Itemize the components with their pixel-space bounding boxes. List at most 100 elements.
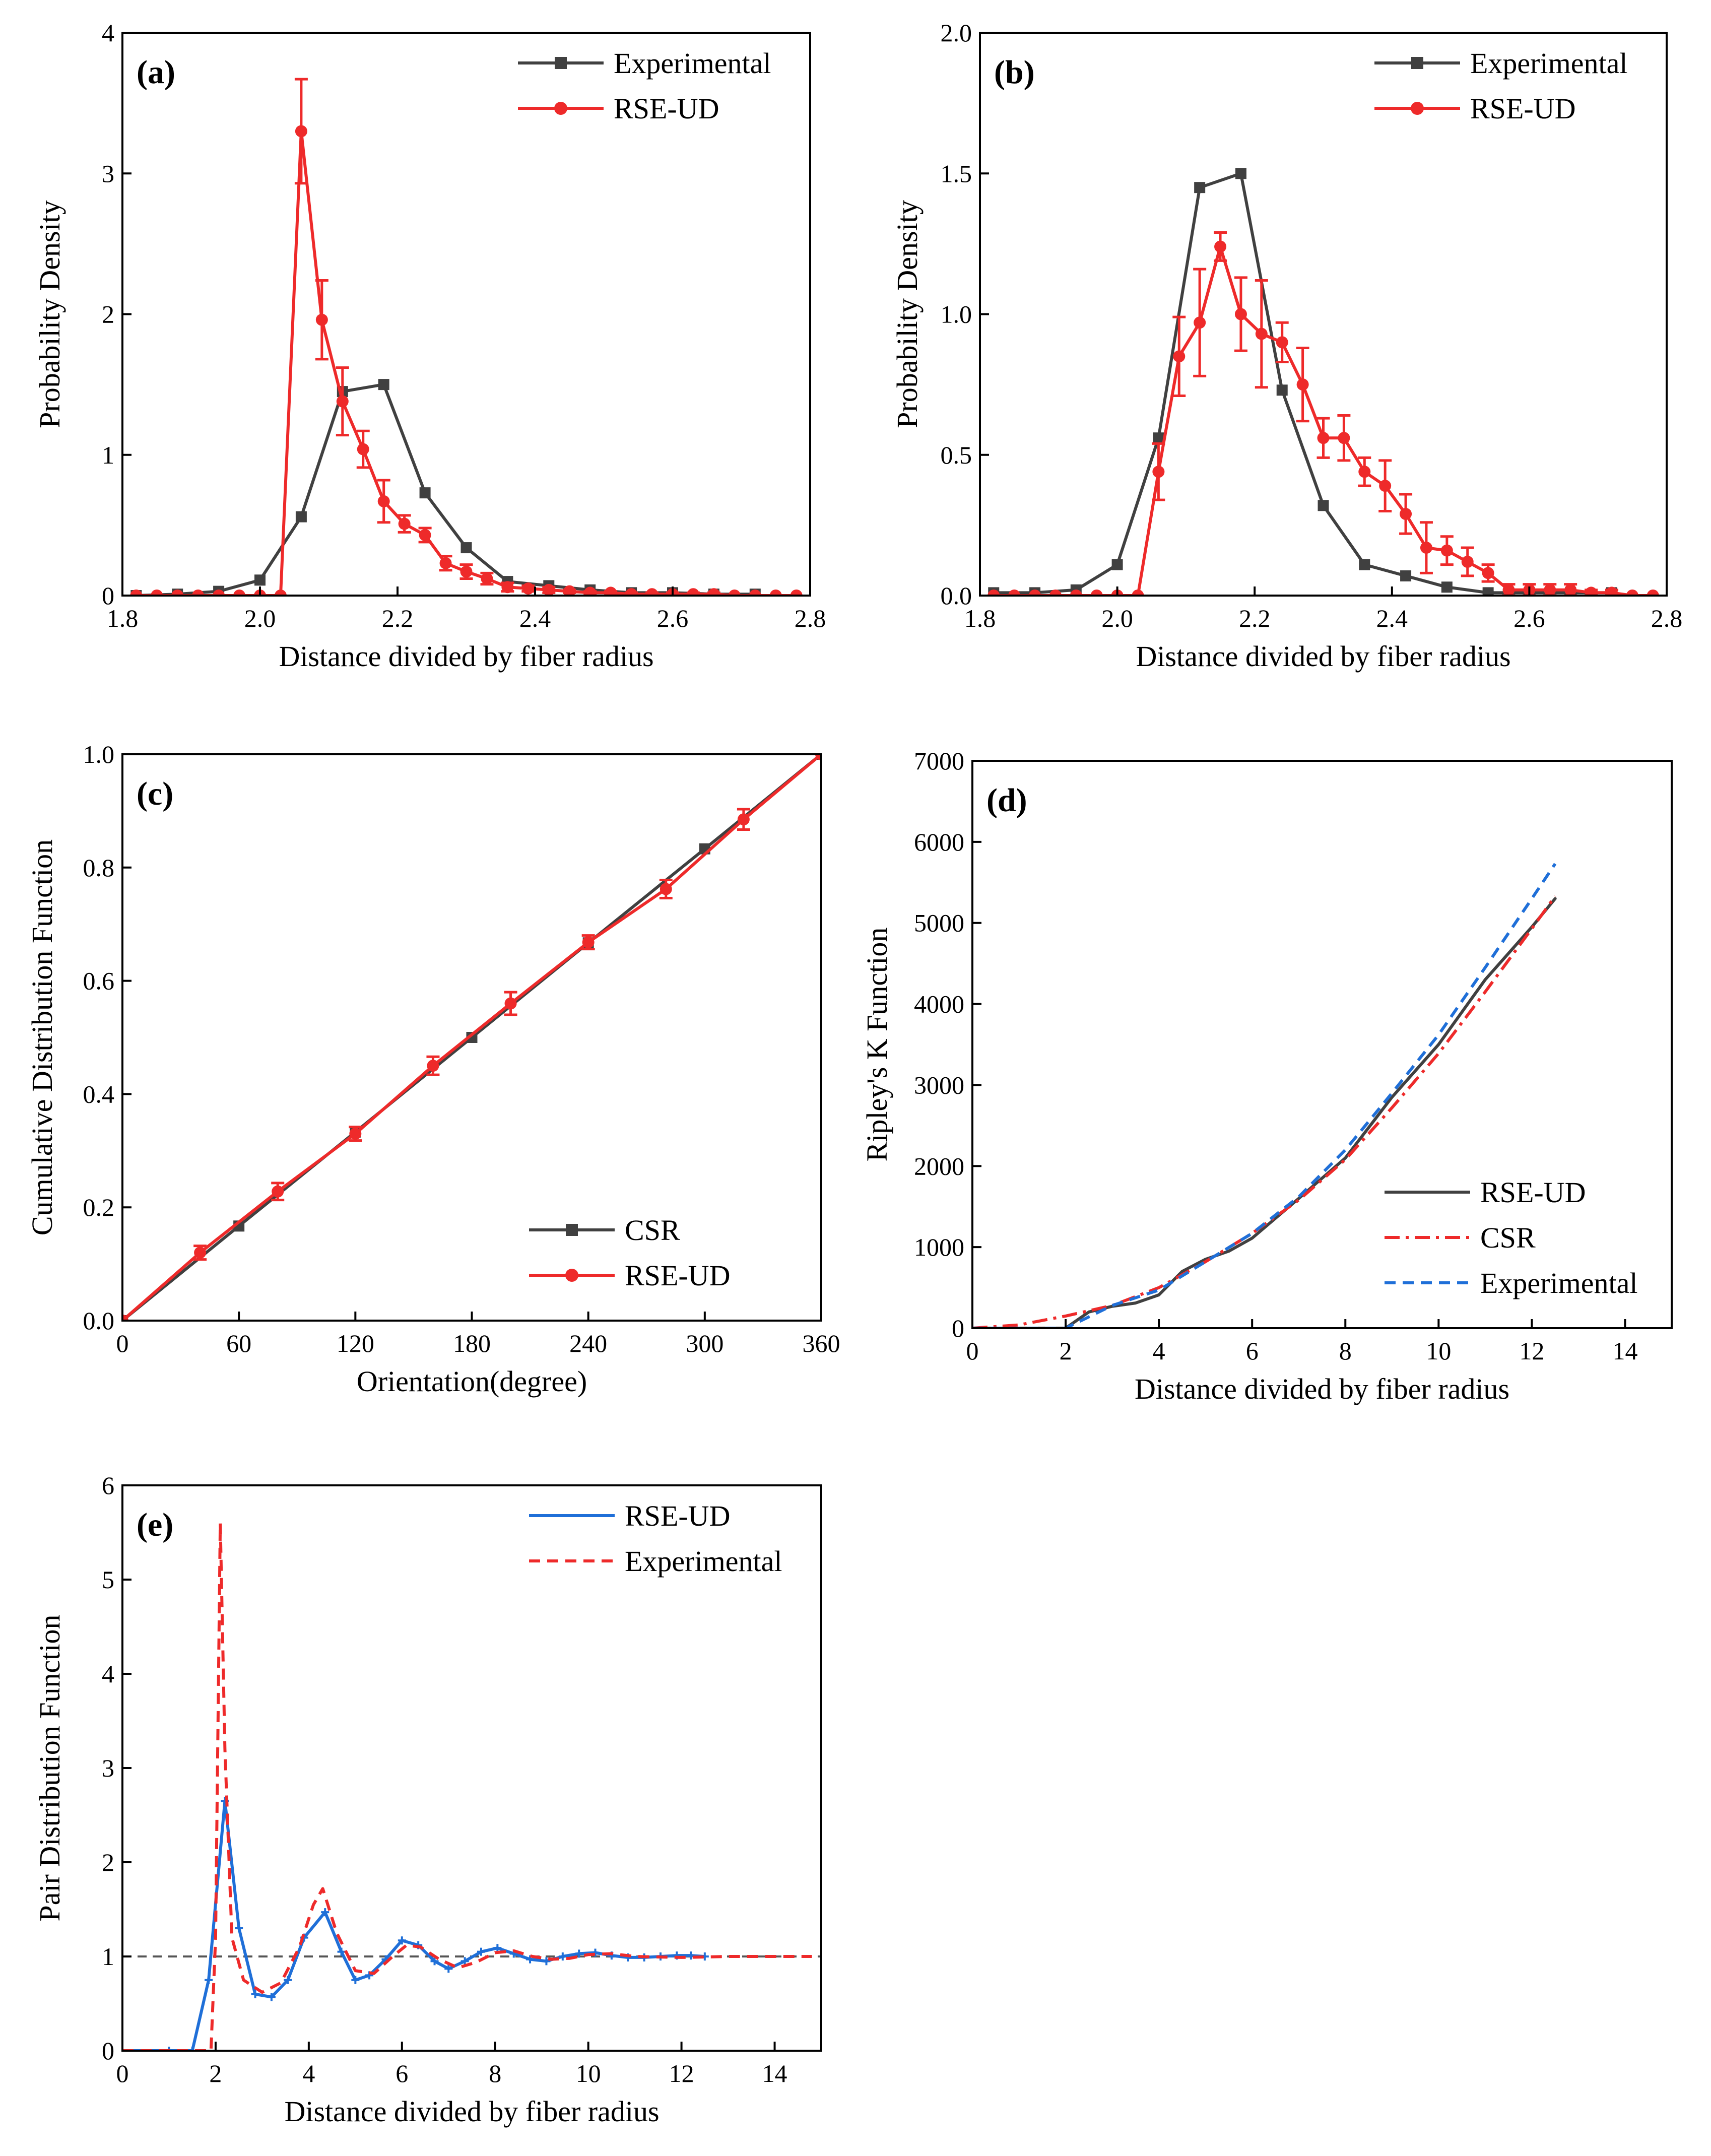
- x-tick-label: 12: [1519, 1337, 1544, 1365]
- data-point: [315, 313, 328, 326]
- series-group: [988, 168, 1659, 596]
- data-point: [1626, 590, 1638, 596]
- data-point: [1502, 583, 1515, 596]
- data-point: [1420, 542, 1432, 554]
- legend-label: RSE-UD: [625, 1259, 730, 1292]
- x-tick-label: 1.8: [107, 604, 139, 632]
- data-point: [1214, 240, 1227, 253]
- data-point: [790, 590, 803, 596]
- data-point: [295, 511, 307, 522]
- data-point: [1235, 168, 1246, 179]
- legend: CSR RSE-UD: [529, 1214, 730, 1292]
- data-point: [1400, 570, 1412, 581]
- data-point: [192, 590, 205, 596]
- y-tick-label: 4: [102, 1660, 114, 1688]
- data-point: [582, 936, 595, 949]
- x-tick-label: 10: [1426, 1337, 1451, 1365]
- x-tick-label: 180: [453, 1329, 491, 1357]
- data-point: [737, 813, 750, 826]
- data-point: [460, 565, 473, 578]
- data-point: [605, 586, 617, 596]
- data-point: [1647, 590, 1659, 596]
- legend-label: CSR: [1480, 1221, 1536, 1254]
- series-group: [122, 754, 821, 1321]
- data-point: [1173, 350, 1186, 363]
- data-point: [707, 588, 720, 596]
- chart-panel-c: 0 60 120 180 240 300 360 0.0 0.2 0.4 0.6 0.8 1.0 Orie…: [26, 740, 840, 1398]
- series-group: [130, 78, 803, 596]
- legend-label: Experimental: [625, 1545, 782, 1578]
- x-tick-label: 120: [337, 1329, 374, 1357]
- y-tick-label: 0: [952, 1314, 964, 1342]
- y-tick-label: 5000: [914, 909, 964, 937]
- x-tick-label: 60: [226, 1329, 251, 1357]
- y-tick-label: 6000: [914, 828, 964, 856]
- data-point: [1440, 544, 1453, 557]
- data-point: [815, 754, 821, 760]
- x-tick-label: 360: [803, 1329, 840, 1357]
- y-tick-label: 4000: [914, 990, 964, 1018]
- y-axis-label: Probability Density: [891, 200, 924, 428]
- x-tick-label: 2.8: [795, 604, 826, 632]
- series-line-rse-ud: [122, 1799, 706, 2051]
- x-tick-label: 12: [669, 2059, 694, 2087]
- y-tick-label: 0.0: [83, 1306, 115, 1335]
- data-point: [1234, 308, 1247, 320]
- data-point: [427, 1060, 439, 1072]
- data-point: [1194, 182, 1206, 193]
- y-tick-label: 2.0: [941, 19, 972, 47]
- x-tick-label: 0: [116, 2059, 129, 2087]
- data-point: [254, 574, 266, 586]
- x-tick-label: 240: [569, 1329, 607, 1357]
- x-tick-label: 2.4: [519, 604, 551, 632]
- y-axis-label: Cumulative Distribution Function: [26, 839, 58, 1235]
- data-point: [1153, 432, 1164, 444]
- data-point: [466, 1032, 478, 1043]
- data-point: [1441, 581, 1453, 593]
- data-point: [660, 883, 672, 895]
- data-point: [728, 590, 741, 596]
- panel-label: (c): [137, 775, 173, 812]
- data-point: [357, 443, 369, 455]
- y-tick-label: 1.0: [941, 300, 972, 329]
- legend-label: Experimental: [1480, 1267, 1637, 1299]
- y-tick-label: 0.8: [83, 854, 115, 882]
- data-point: [1585, 586, 1598, 596]
- data-point: [398, 517, 411, 530]
- data-point: [213, 590, 225, 596]
- series-line-experimental: [122, 1521, 812, 2051]
- y-tick-label: 2000: [914, 1152, 964, 1180]
- data-point: [274, 590, 287, 596]
- y-tick-label: 0.6: [83, 967, 115, 995]
- panel-label: (b): [994, 54, 1035, 91]
- y-tick-label: 3000: [914, 1071, 964, 1099]
- data-point: [349, 1128, 362, 1140]
- y-axis-label: Ripley's K Function: [861, 928, 893, 1162]
- y-tick-label: 0.5: [941, 441, 972, 469]
- data-point: [749, 590, 761, 596]
- legend-marker: [1411, 102, 1424, 115]
- x-tick-label: 8: [1339, 1337, 1352, 1365]
- legend-marker: [555, 57, 567, 69]
- legend-label: Experimental: [1470, 47, 1627, 80]
- data-point: [1338, 432, 1350, 444]
- x-tick-label: 300: [686, 1329, 723, 1357]
- x-tick-label: 14: [762, 2059, 787, 2087]
- data-point: [1379, 480, 1392, 492]
- legend-label: RSE-UD: [1480, 1176, 1586, 1209]
- series-line-csr: [972, 895, 1557, 1328]
- data-point: [1544, 583, 1556, 596]
- x-tick-label: 6: [1246, 1337, 1259, 1365]
- legend: RSE-UD Experimental: [529, 1499, 782, 1578]
- y-axis-label: Pair Distribution Function: [33, 1615, 66, 1922]
- data-point: [646, 588, 659, 596]
- x-tick-label: 1.8: [964, 604, 996, 632]
- data-point: [272, 1185, 284, 1198]
- x-tick-label: 2: [1060, 1337, 1072, 1365]
- y-tick-label: 3: [102, 1754, 114, 1782]
- y-tick-label: 1.5: [941, 159, 972, 187]
- data-point: [769, 590, 782, 596]
- x-tick-label: 10: [576, 2059, 601, 2087]
